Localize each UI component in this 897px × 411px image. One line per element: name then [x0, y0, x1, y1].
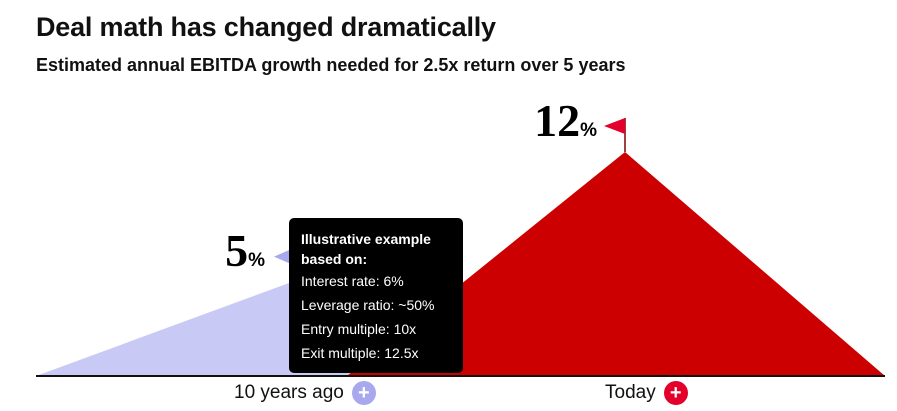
x-label-text-10-years-ago: 10 years ago — [234, 382, 344, 403]
area-today — [347, 152, 885, 376]
expand-plus-icon-10-years-ago[interactable]: + — [351, 381, 376, 405]
chart-title: Deal math has changed dramatically — [36, 12, 496, 42]
expand-plus-icon-today[interactable]: + — [663, 381, 688, 405]
x-label-text-today: Today — [605, 382, 656, 403]
value-label-today-unit: % — [580, 120, 597, 141]
tooltip-heading: Illustrative example based on: — [301, 231, 431, 267]
x-label-10-years-ago[interactable]: 10 years ago + — [234, 381, 376, 405]
value-label-today-number: 12 — [534, 95, 580, 146]
tooltip-line-exit-multiple: Exit multiple: 12.5x — [301, 345, 419, 361]
value-label-10-years-ago-unit: % — [248, 250, 265, 271]
value-label-10-years-ago: 5% — [225, 225, 265, 276]
tooltip-line-interest-rate: Interest rate: 6% — [301, 273, 404, 289]
tooltip-line-entry-multiple: Entry multiple: 10x — [301, 321, 417, 337]
x-label-today[interactable]: Today + — [605, 381, 688, 405]
illustrative-example-tooltip: Illustrative example based on: Interest … — [289, 218, 463, 373]
today-flag-icon — [604, 118, 625, 134]
chart-subtitle: Estimated annual EBITDA growth needed fo… — [36, 55, 626, 75]
value-label-today: 12% — [534, 95, 597, 146]
value-label-10-years-ago-number: 5 — [225, 225, 248, 276]
tooltip-line-leverage-ratio: Leverage ratio: ~50% — [301, 297, 435, 313]
ten-years-ago-flag-icon — [274, 249, 290, 264]
